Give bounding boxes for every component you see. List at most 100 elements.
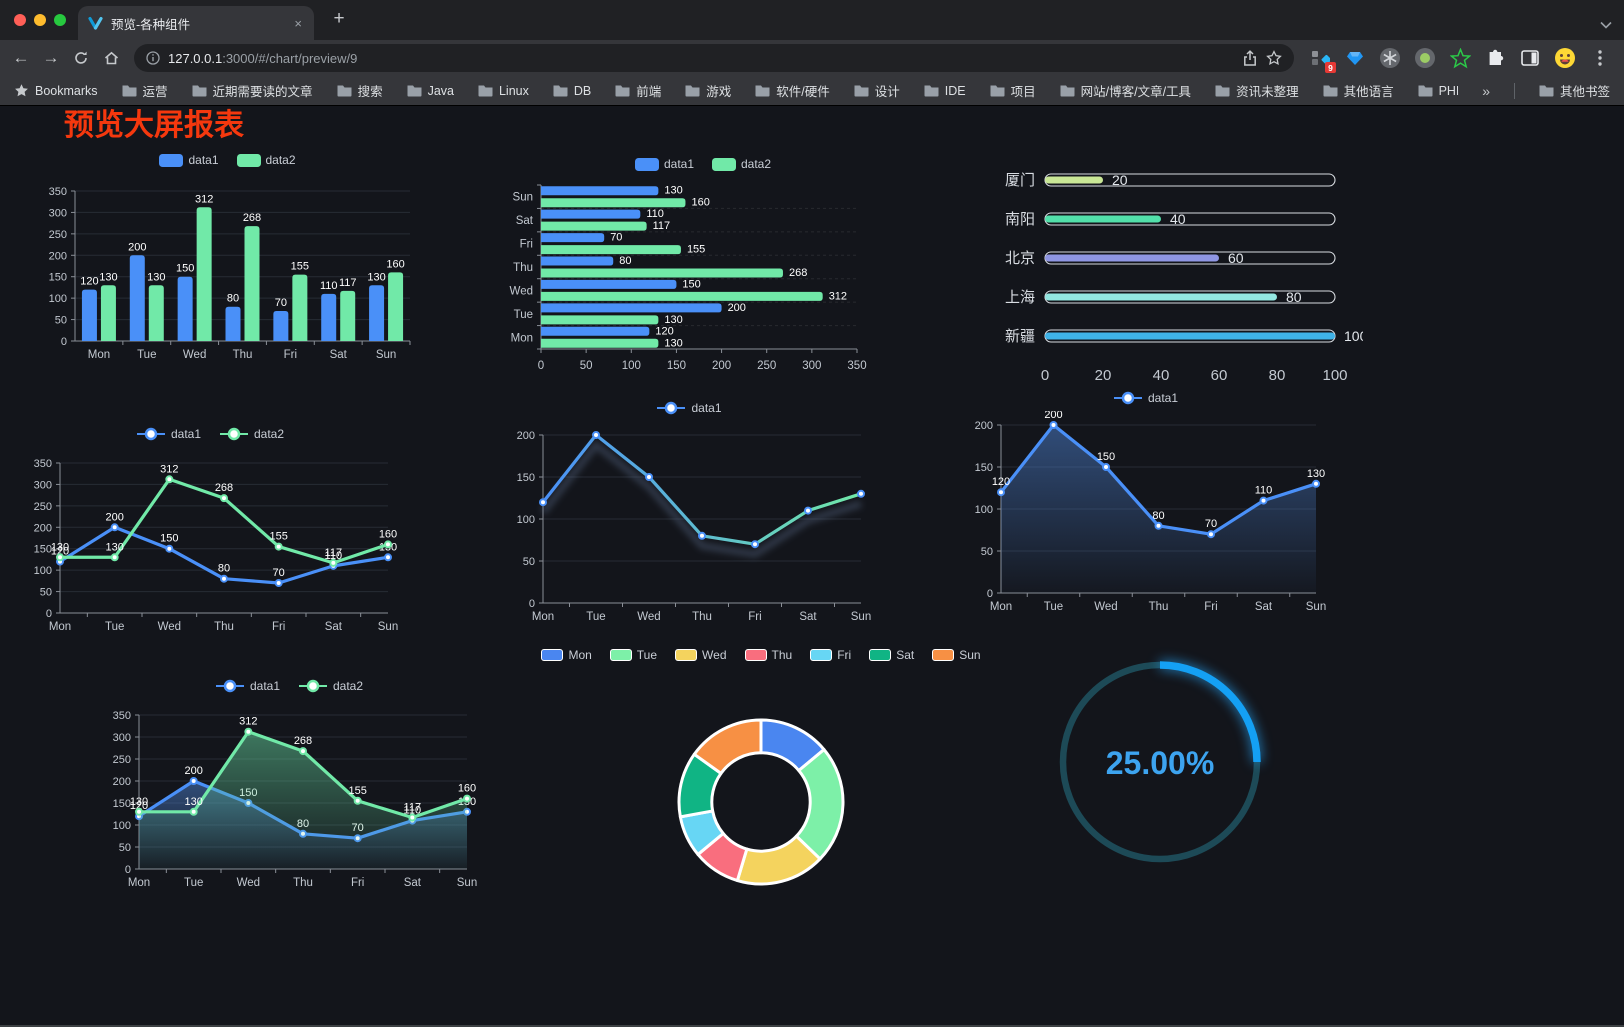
legend-item[interactable]: Sat (869, 648, 914, 662)
url-bar[interactable]: 127.0.0.1:3000/#/chart/preview/9 (134, 44, 1294, 72)
bookmark-folder[interactable]: 近期需要读的文章 (192, 81, 313, 100)
svg-text:0: 0 (529, 598, 535, 610)
svg-text:100: 100 (113, 820, 131, 832)
two-series-area-chart: data1 data2 0 50 100 150 200 250 300 350 Mon Tue Wed… (99, 676, 479, 904)
bookmark-folder[interactable]: IDE (924, 84, 966, 98)
legend-item[interactable]: data2 (712, 157, 771, 171)
svg-text:Thu: Thu (692, 611, 712, 623)
bookmark-folder[interactable]: 前端 (615, 81, 661, 100)
bookmark-folder[interactable]: 运营 (122, 81, 168, 100)
side-panel-icon[interactable] (1518, 46, 1542, 70)
bookmark-folder[interactable]: Linux (478, 84, 529, 98)
legend-item[interactable]: data1 (136, 427, 201, 441)
svg-text:Tue: Tue (514, 309, 533, 321)
bookmark-folder[interactable]: Java (407, 84, 454, 98)
window-zoom-button[interactable] (54, 14, 66, 26)
svg-text:Thu: Thu (513, 262, 533, 274)
svg-text:130: 130 (664, 185, 682, 197)
svg-text:80: 80 (1286, 289, 1302, 305)
tab-close-icon[interactable]: × (294, 15, 302, 31)
bookmarks-manager[interactable]: Bookmarks (14, 83, 98, 98)
legend-item[interactable]: data1 (1113, 391, 1178, 405)
legend-item[interactable]: data1 (656, 401, 722, 415)
area2-chart-canvas[interactable]: 0 50 100 150 200 250 300 350 Mon Tue Wed Thu Fri Sat S… (99, 699, 479, 899)
line-chart-canvas[interactable]: 0 50 100 150 200 250 300 350 Mon Tue Wed Thu Fri Sat S… (20, 447, 400, 643)
bookmarks-divider (1513, 82, 1515, 99)
svg-text:160: 160 (379, 528, 397, 540)
reload-button[interactable] (66, 48, 96, 68)
svg-text:100: 100 (517, 514, 535, 526)
extensions-puzzle-icon[interactable] (1483, 46, 1507, 70)
extension-gem-icon[interactable] (1343, 46, 1367, 70)
new-tab-button[interactable]: + (333, 8, 345, 29)
legend-item[interactable]: Tue (609, 648, 657, 662)
svg-text:100: 100 (34, 565, 52, 577)
donut-chart-canvas[interactable] (543, 668, 979, 894)
bookmark-folder[interactable]: 资讯未整理 (1215, 81, 1299, 100)
back-button[interactable]: ← (12, 48, 30, 67)
forward-button[interactable]: → (42, 48, 60, 67)
legend-item[interactable]: data1 (634, 157, 694, 171)
bookmark-folder[interactable]: DB (553, 84, 591, 98)
legend-item[interactable]: Sun (932, 648, 981, 662)
bookmark-folder[interactable]: PHP (1418, 84, 1458, 98)
bookmark-folder[interactable]: 软件/硬件 (755, 81, 830, 100)
legend-item[interactable]: data2 (236, 153, 296, 167)
legend-item[interactable]: data1 (159, 153, 219, 167)
bookmark-folder[interactable]: 其他语言 (1323, 81, 1394, 100)
svg-text:Fri: Fri (272, 621, 285, 633)
legend-item[interactable]: Thu (744, 648, 792, 662)
svg-text:80: 80 (1269, 367, 1286, 384)
share-icon[interactable] (1242, 49, 1258, 67)
other-bookmarks-folder[interactable]: 其他书签 (1539, 81, 1610, 100)
svg-text:200: 200 (113, 776, 131, 788)
legend-item[interactable]: Mon (541, 648, 592, 662)
svg-text:268: 268 (215, 482, 233, 494)
svg-text:70: 70 (273, 567, 285, 579)
extension-snowflake-icon[interactable] (1378, 46, 1402, 70)
svg-text:厦门: 厦门 (1005, 172, 1035, 189)
tab-search-chevron-icon[interactable] (1600, 16, 1612, 34)
legend-item[interactable]: Fri (810, 648, 851, 662)
url-text[interactable]: 127.0.0.1:3000/#/chart/preview/9 (168, 50, 358, 66)
svg-text:Sun: Sun (457, 877, 477, 889)
bar-chart-canvas[interactable]: 0 50 100 150 200 250 300 350 Mon Tue Wed Thu Fri Sat S… (35, 173, 420, 369)
browser-menu-icon[interactable] (1588, 46, 1612, 70)
svg-text:Sat: Sat (330, 349, 348, 361)
bookmark-folder[interactable]: 搜索 (337, 81, 383, 100)
site-info-icon[interactable] (146, 51, 160, 65)
svg-text:350: 350 (113, 710, 131, 722)
extension-green-dot-icon[interactable] (1413, 46, 1437, 70)
gauge-chart-canvas[interactable]: 25.00% (1040, 636, 1300, 886)
bookmark-folder[interactable]: 项目 (990, 81, 1036, 100)
extension-green-star-icon[interactable] (1448, 46, 1472, 70)
window-close-button[interactable] (14, 14, 26, 26)
svg-text:80: 80 (619, 255, 631, 267)
window-minimize-button[interactable] (34, 14, 46, 26)
bookmark-folder[interactable]: 设计 (854, 81, 900, 100)
bookmark-folder[interactable]: 网站/博客/文章/工具 (1060, 81, 1191, 100)
svg-text:150: 150 (176, 263, 194, 275)
legend-item[interactable]: data1 (215, 679, 280, 693)
svg-text:268: 268 (294, 735, 312, 747)
chart-legend: data1 data2 (20, 424, 400, 444)
area-chart-canvas[interactable]: 0 50 100 150 200 Mon Tue Wed Thu Fri Sat Sun 120 200 1… (963, 409, 1328, 623)
home-button[interactable] (96, 48, 126, 68)
svg-text:0: 0 (125, 864, 131, 876)
svg-text:Sat: Sat (325, 621, 343, 633)
legend-item[interactable]: data2 (219, 427, 284, 441)
svg-text:155: 155 (269, 531, 287, 543)
legend-item[interactable]: Wed (675, 648, 727, 662)
svg-text:50: 50 (119, 842, 131, 854)
progress-chart-canvas[interactable]: 厦门 20 南阳 40 北京 60 上海 80 新疆 100 0 20 40 60 80 100 (983, 158, 1368, 390)
browser-tab[interactable]: 预览-各种组件 × (78, 6, 314, 40)
legend-item[interactable]: data2 (298, 679, 363, 693)
bookmark-folder[interactable]: 游戏 (685, 81, 731, 100)
svg-text:150: 150 (667, 360, 686, 372)
gradient-line-canvas[interactable]: 0 50 100 150 200 Mon Tue Wed Thu Fri Sat Sun (503, 421, 875, 633)
extension-tabs-icon[interactable]: 9 (1308, 46, 1336, 73)
bookmark-star-icon[interactable] (1266, 50, 1282, 66)
emoji-extension-icon[interactable] (1553, 46, 1577, 70)
bookmarks-overflow-chevron[interactable]: » (1482, 82, 1490, 99)
